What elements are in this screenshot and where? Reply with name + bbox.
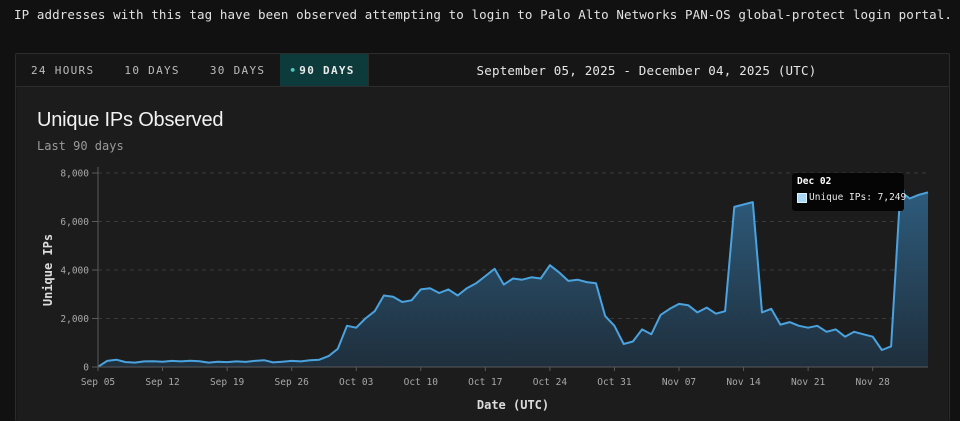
- tab-label: 10 DAYS: [124, 64, 180, 77]
- chart-panel: 24 HOURS 10 DAYS 30 DAYS • 90 DAYS Septem…: [15, 53, 950, 421]
- tab-30-days[interactable]: 30 DAYS: [195, 54, 280, 86]
- y-tick-label: 6,000: [60, 217, 89, 228]
- x-tick-label: Sep 26: [275, 377, 310, 388]
- area-chart[interactable]: 0 2,000 4,000 6,000 8,000 Sep 05 Sep 12 Sep 19 S…: [17, 87, 948, 421]
- y-tick-label: 8,000: [60, 169, 89, 180]
- x-tick-label: Oct 03: [339, 377, 373, 388]
- x-tick-label: Oct 31: [597, 377, 632, 388]
- chart-title: Unique IPs Observed: [37, 109, 224, 131]
- date-range-label: September 05, 2025 - December 04, 2025 (…: [476, 63, 817, 78]
- x-tick-label: Sep 05: [81, 377, 115, 388]
- tag-description: IP addresses with this tag have been obs…: [14, 7, 952, 22]
- tab-10-days[interactable]: 10 DAYS: [109, 54, 194, 86]
- chart-tooltip: Dec 02 Unique IPs: 7,249: [792, 173, 906, 211]
- x-tick-label: Sep 19: [210, 377, 245, 388]
- y-tick-label: 2,000: [60, 314, 89, 325]
- y-tick-label: 4,000: [60, 266, 89, 277]
- tab-label: 30 DAYS: [209, 64, 266, 77]
- tab-24-hours[interactable]: 24 HOURS: [16, 54, 109, 86]
- y-axis-title: Unique IPs: [41, 234, 55, 306]
- tab-90-days[interactable]: • 90 DAYS: [280, 54, 368, 86]
- legend-swatch-icon: [797, 192, 807, 203]
- tooltip-value: Unique IPs: 7,249: [809, 192, 907, 203]
- x-tick-label: Oct 24: [533, 377, 568, 388]
- chart-card: 0 2,000 4,000 6,000 8,000 Sep 05 Sep 12 Sep 19 S…: [17, 87, 948, 421]
- x-tick-label: Nov 28: [856, 377, 891, 388]
- tooltip-row: Unique IPs: 7,249: [797, 192, 906, 203]
- x-tick-label: Sep 12: [145, 377, 179, 388]
- tooltip-date: Dec 02: [797, 176, 832, 187]
- x-tick-label: Nov 14: [726, 377, 761, 388]
- y-tick-label: 0: [83, 363, 89, 374]
- active-dot-icon: •: [289, 64, 298, 77]
- time-range-tabbar: 24 HOURS 10 DAYS 30 DAYS • 90 DAYS Septem…: [16, 54, 949, 87]
- series-line: [97, 190, 929, 368]
- x-axis-title: Date (UTC): [477, 398, 549, 412]
- x-tick-label: Nov 07: [662, 377, 696, 388]
- x-tick-label: Oct 10: [404, 377, 439, 388]
- x-tick-label: Nov 21: [791, 377, 826, 388]
- tab-label: 90 DAYS: [299, 64, 355, 77]
- chart-subtitle: Last 90 days: [37, 139, 124, 153]
- x-tick-label: Oct 17: [468, 377, 502, 388]
- time-range-tabs: 24 HOURS 10 DAYS 30 DAYS • 90 DAYS: [16, 54, 369, 86]
- tab-label: 24 HOURS: [31, 64, 95, 77]
